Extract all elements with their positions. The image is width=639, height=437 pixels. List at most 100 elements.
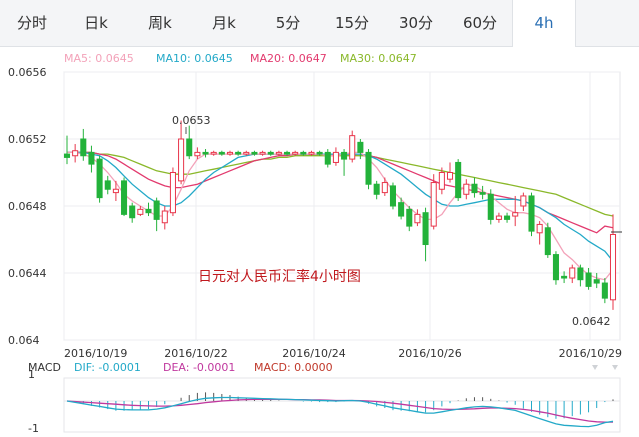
candle-up xyxy=(332,151,339,163)
candle-down xyxy=(422,212,429,246)
candle-down xyxy=(316,151,323,155)
candle-down xyxy=(235,151,242,155)
candle-up xyxy=(446,172,454,180)
candle-down xyxy=(129,205,136,219)
candle-down xyxy=(585,272,592,287)
tab-7[interactable]: 30分 xyxy=(398,14,434,32)
y-tick-label: 0.0652 xyxy=(8,133,47,146)
candle-down xyxy=(398,202,405,217)
ma-legend-1: MA5: 0.0645 xyxy=(64,52,134,65)
macd-y-tick-label: -1 xyxy=(28,422,39,435)
candle-down xyxy=(577,267,584,281)
candle-up xyxy=(609,233,617,301)
macd-legend-1: DIF: -0.0001 xyxy=(74,361,141,374)
y-tick-label: 0.064 xyxy=(8,334,40,347)
candle-up xyxy=(520,195,527,207)
candle-up xyxy=(243,151,250,155)
candle-down xyxy=(389,185,396,207)
tab-6[interactable]: 15分 xyxy=(334,14,370,32)
candle-up xyxy=(308,151,315,155)
candle-up xyxy=(381,182,388,194)
candle-down xyxy=(324,151,331,165)
candle-up xyxy=(137,208,144,215)
candle-down xyxy=(145,208,152,214)
candle-up xyxy=(194,151,201,157)
x-tick-label: 2016/10/29 xyxy=(559,347,622,360)
ma30-line xyxy=(67,151,614,217)
candle-down xyxy=(104,180,111,190)
candle-up xyxy=(72,150,79,157)
candle-up xyxy=(112,188,119,194)
candle-up xyxy=(495,215,502,220)
candle-up xyxy=(512,212,519,217)
y-tick-label: 0.0648 xyxy=(8,200,47,213)
y-tick-label: 0.0656 xyxy=(8,66,47,79)
x-tick-label: 2016/10/22 xyxy=(164,347,227,360)
candle-down xyxy=(341,151,348,160)
candle-up xyxy=(430,182,437,227)
candle-down xyxy=(251,151,258,155)
candle-up xyxy=(463,183,470,195)
y-tick-label: 0.0644 xyxy=(8,267,47,280)
candle-up xyxy=(161,210,168,224)
ma-legend-2: MA10: 0.0645 xyxy=(156,52,233,65)
candle-down xyxy=(406,208,413,227)
candle-down xyxy=(218,151,225,155)
x-tick-label: 2016/10/19 xyxy=(64,347,127,360)
max-price-label: 0.0653 xyxy=(172,114,211,127)
scroll-left-arrow xyxy=(592,365,598,370)
macd-legend-3: MACD: 0.0000 xyxy=(254,361,333,374)
candle-down xyxy=(88,151,95,165)
candle-up xyxy=(438,172,445,190)
candle-down xyxy=(552,254,559,281)
x-tick-label: 2016/10/26 xyxy=(398,347,461,360)
x-tick-label: 2016/10/24 xyxy=(282,347,345,360)
candle-down xyxy=(96,158,103,199)
candle-down xyxy=(121,180,128,215)
tab-4[interactable]: 月k xyxy=(212,14,236,32)
tab-8[interactable]: 60分 xyxy=(462,14,498,32)
candle-down xyxy=(153,200,160,220)
candle-down xyxy=(63,153,71,158)
candle-down xyxy=(544,227,551,256)
macd-legend-title: MACD xyxy=(28,361,61,374)
tab-5[interactable]: 5分 xyxy=(275,14,301,32)
candle-down xyxy=(528,195,535,232)
candle-down xyxy=(471,183,478,194)
dif-line xyxy=(66,396,614,428)
candle-up xyxy=(178,138,185,182)
candle-down xyxy=(504,215,511,220)
tab-3[interactable]: 周k xyxy=(148,14,172,32)
min-price-label: 0.0642 xyxy=(572,315,611,328)
candle-down xyxy=(365,151,372,185)
candle-down xyxy=(593,279,600,284)
macd-legend-2: DEA: -0.0001 xyxy=(163,361,235,374)
candle-up xyxy=(292,151,299,155)
macd-y-tick-label: 1 xyxy=(28,368,35,381)
candle-down xyxy=(479,192,486,195)
candle-down xyxy=(300,151,307,155)
candle-down xyxy=(267,151,274,155)
candle-down xyxy=(80,138,87,157)
candle-up xyxy=(275,151,282,155)
macd-frame xyxy=(63,377,621,433)
candle-down xyxy=(202,151,209,155)
chart-title: 日元对人民币汇率4小时图 xyxy=(198,268,361,285)
candle-up xyxy=(536,223,543,234)
candle-up xyxy=(414,213,421,224)
candle-down xyxy=(186,138,193,157)
period-tab-bar: 分时 日k 周k 月k 5分 15分 30分 60分 4h xyxy=(0,0,639,47)
candle-up xyxy=(210,151,217,155)
candle-up xyxy=(169,172,176,214)
ma-legend-3: MA20: 0.0647 xyxy=(250,52,327,65)
candle-down xyxy=(601,282,608,299)
tab-1[interactable]: 分时 xyxy=(16,14,47,32)
candle-up xyxy=(259,151,266,155)
tab-2[interactable]: 日k xyxy=(84,14,108,32)
tab-9[interactable]: 4h xyxy=(512,0,576,47)
candle-up xyxy=(569,267,576,279)
candle-down xyxy=(284,151,291,155)
candle-down xyxy=(357,141,364,153)
candle-down xyxy=(487,193,494,220)
